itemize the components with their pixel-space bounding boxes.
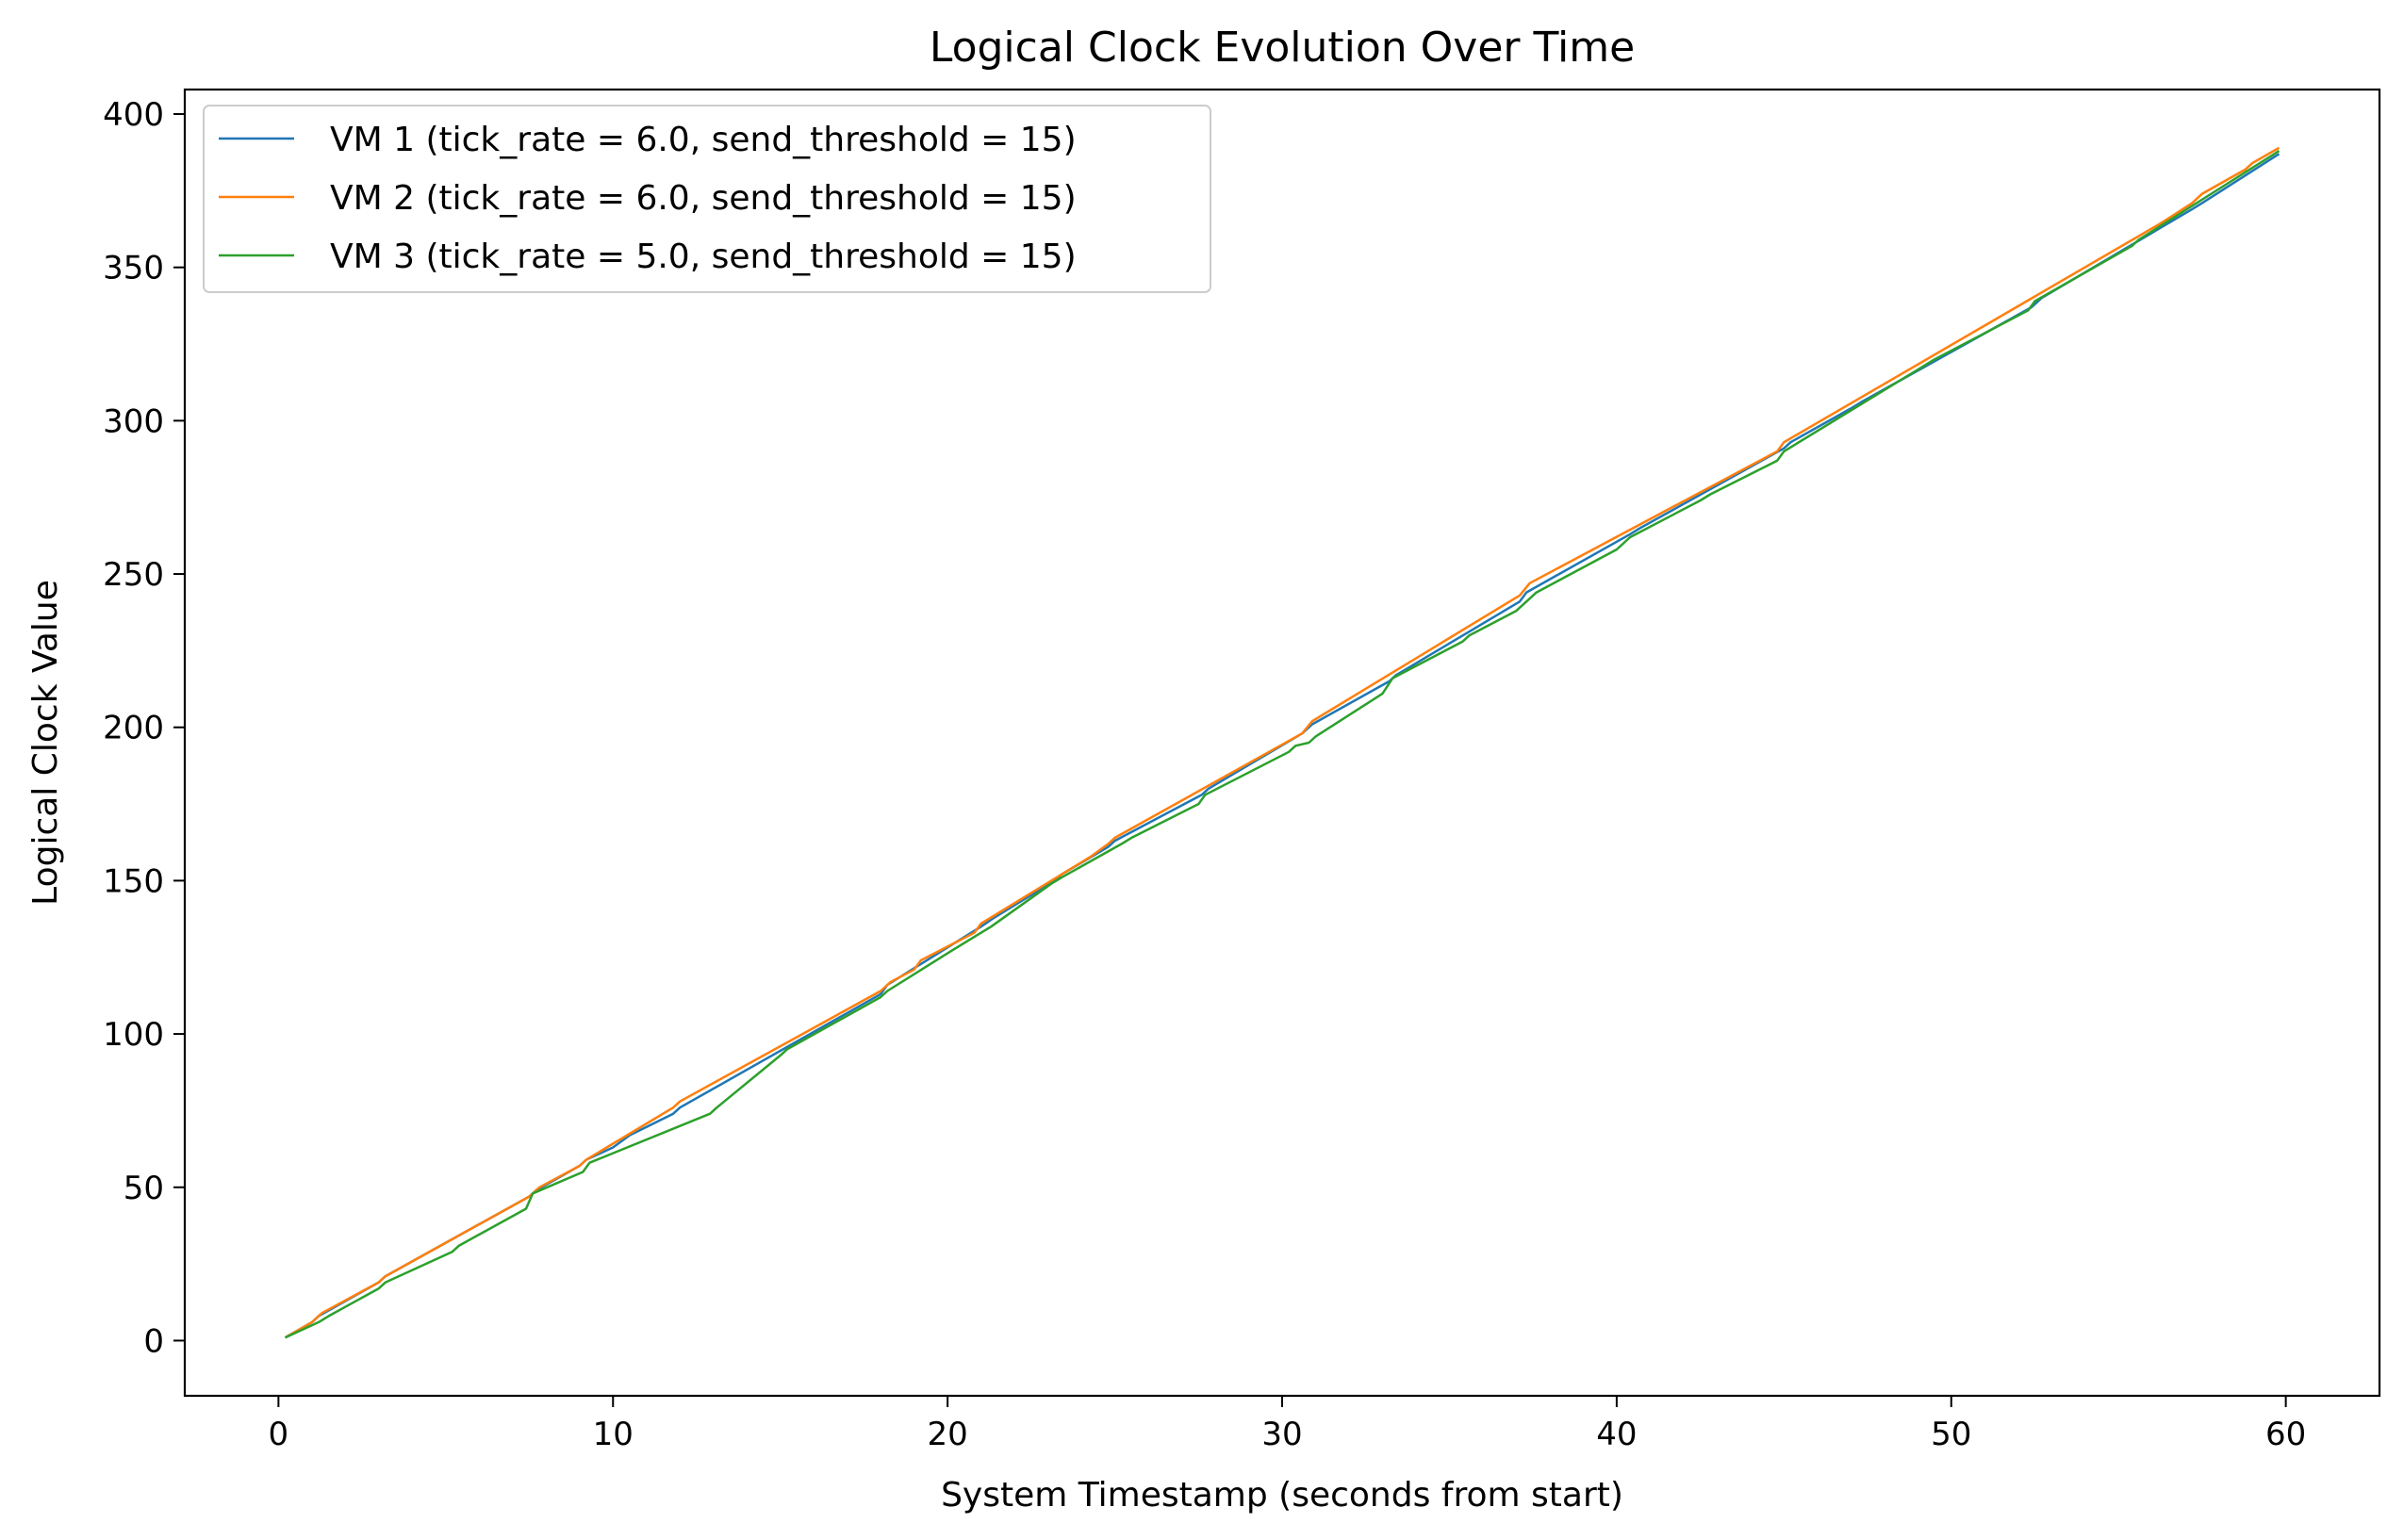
legend-label-vm-3: VM 3 (tick_rate = 5.0, send_threshold = …: [330, 238, 1077, 276]
series-layer: [284, 146, 2281, 1339]
x-tick-label-0: 0: [269, 1416, 289, 1453]
y-tick-label-350: 350: [103, 250, 164, 287]
x-tick-label-60: 60: [2265, 1416, 2306, 1453]
legend: VM 1 (tick_rate = 6.0, send_threshold = …: [203, 105, 1211, 293]
x-tick-label-20: 20: [927, 1416, 967, 1453]
legend-entry-vm-3: VM 3 (tick_rate = 5.0, send_threshold = …: [219, 238, 1077, 276]
x-tick-label-40: 40: [1596, 1416, 1637, 1453]
legend-entry-vm-1: VM 1 (tick_rate = 6.0, send_threshold = …: [219, 121, 1077, 159]
legend-frame: [203, 105, 1211, 293]
y-tick-label-200: 200: [103, 710, 164, 747]
y-tick-label-100: 100: [103, 1016, 164, 1054]
y-tick-label-250: 250: [103, 556, 164, 594]
y-tick-label-400: 400: [103, 96, 164, 134]
y-axis: 0 50 100 150 200 250 300 350 400: [103, 96, 185, 1360]
legend-entry-vm-2: VM 2 (tick_rate = 6.0, send_threshold = …: [219, 179, 1077, 218]
x-tick-label-50: 50: [1931, 1416, 1971, 1453]
y-tick-label-0: 0: [143, 1322, 164, 1360]
chart-title: Logical Clock Evolution Over Time: [930, 24, 1635, 72]
legend-label-vm-2: VM 2 (tick_rate = 6.0, send_threshold = …: [330, 179, 1077, 218]
y-axis-label: Logical Clock Value: [26, 580, 65, 906]
series-line-vm-2: [284, 146, 2281, 1339]
series-line-vm-3: [284, 150, 2281, 1339]
x-axis-label: System Timestamp (seconds from start): [941, 1476, 1623, 1515]
x-tick-label-10: 10: [593, 1416, 634, 1453]
y-tick-label-50: 50: [123, 1170, 164, 1207]
y-tick-label-150: 150: [103, 862, 164, 900]
x-tick-label-30: 30: [1261, 1416, 1302, 1453]
x-axis: 0 10 20 30 40 50 60: [269, 1396, 2306, 1453]
legend-label-vm-1: VM 1 (tick_rate = 6.0, send_threshold = …: [330, 121, 1077, 159]
y-tick-label-300: 300: [103, 402, 164, 440]
